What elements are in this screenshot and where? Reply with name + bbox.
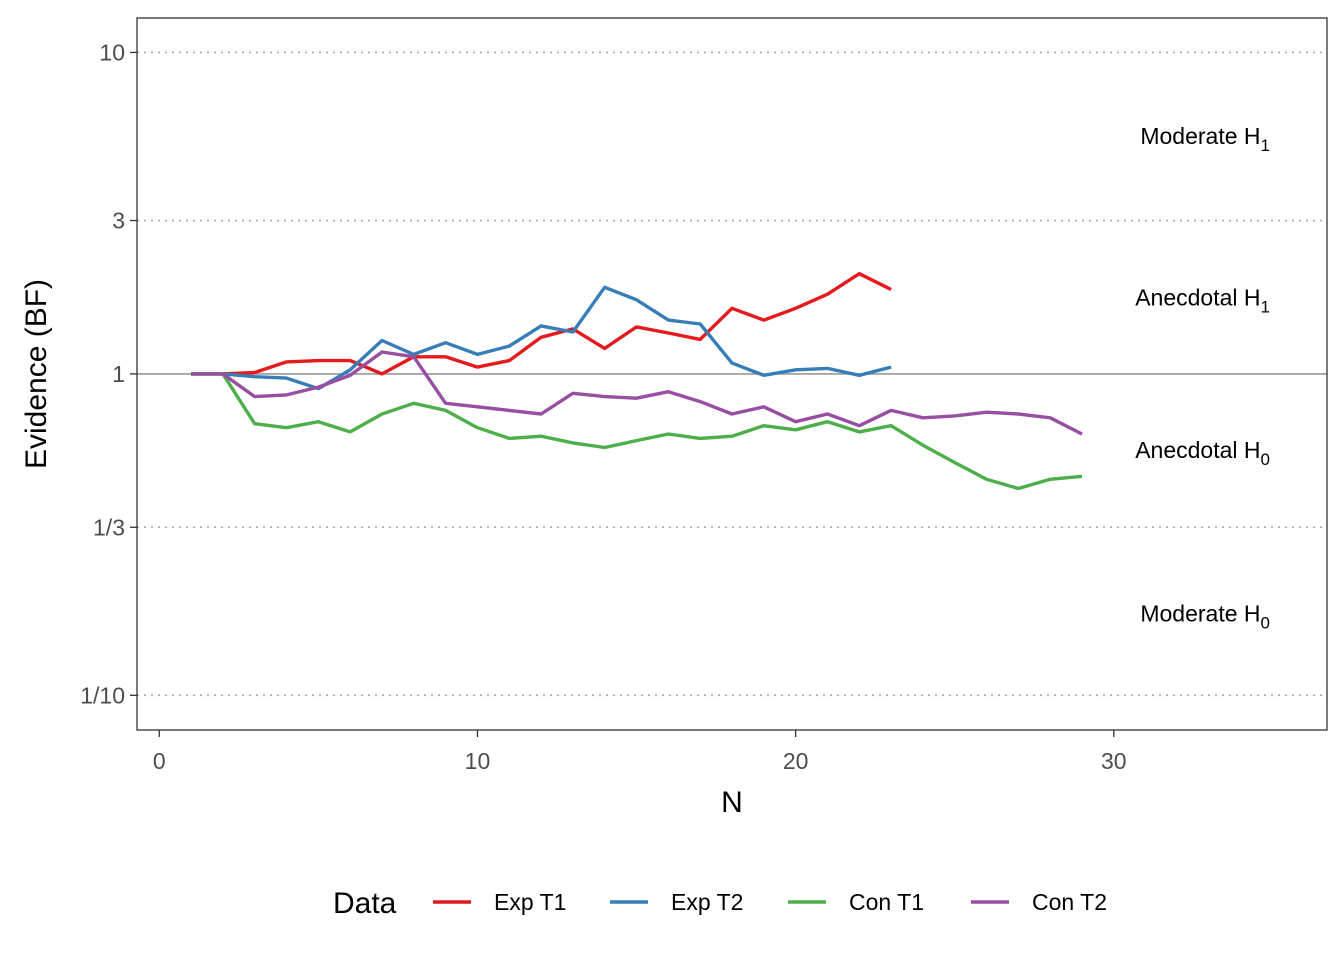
legend-label: Con T2 [1032,889,1107,915]
series-line-exp-t2 [191,285,892,391]
region-label-subscript: 1 [1261,136,1270,155]
legend-label: Exp T1 [494,889,566,915]
legend-items: Exp T1 Exp T2 Con T1 Con T2 [433,889,1107,915]
region-label: Moderate H0 [1140,600,1270,632]
y-tick-label: 1/3 [93,514,125,540]
region-label-text: Moderate H [1140,123,1260,149]
y-axis-title: Evidence (BF) [20,279,53,469]
region-label-subscript: 0 [1261,450,1270,469]
y-tick-label: 10 [99,39,125,65]
legend: Data Exp T1 Exp T2 Con T1 Con T2 [333,887,1107,920]
series-line-exp-t1 [191,272,892,376]
region-label-text: Anecdotal H [1135,437,1260,463]
legend-label: Exp T2 [671,889,743,915]
x-axis-title: N [721,786,743,819]
region-label-text: Moderate H [1140,600,1260,626]
region-label-subscript: 1 [1261,297,1270,316]
x-tick-label: 20 [783,748,809,774]
y-tick-label: 1/10 [80,682,125,708]
legend-title: Data [333,887,397,920]
region-label-subscript: 0 [1261,613,1270,632]
y-tick-label: 3 [112,208,125,234]
x-tick-label: 0 [153,748,166,774]
region-label: Moderate H1 [1140,123,1270,155]
series-line-con-t2 [191,350,1083,436]
legend-label: Con T1 [849,889,924,915]
x-tick-label: 10 [465,748,491,774]
grid-layer [137,51,1327,697]
region-label: Anecdotal H1 [1135,284,1270,316]
region-label-text: Anecdotal H [1135,284,1260,310]
x-tick-label: 30 [1101,748,1127,774]
series-line-con-t1 [191,372,1083,491]
series-layer [191,272,1083,491]
region-label: Anecdotal H0 [1135,437,1270,469]
y-tick-label: 1 [112,361,125,387]
axis-layer: 10 3 1 1/3 1/10 0 10 20 30 [80,39,1126,774]
